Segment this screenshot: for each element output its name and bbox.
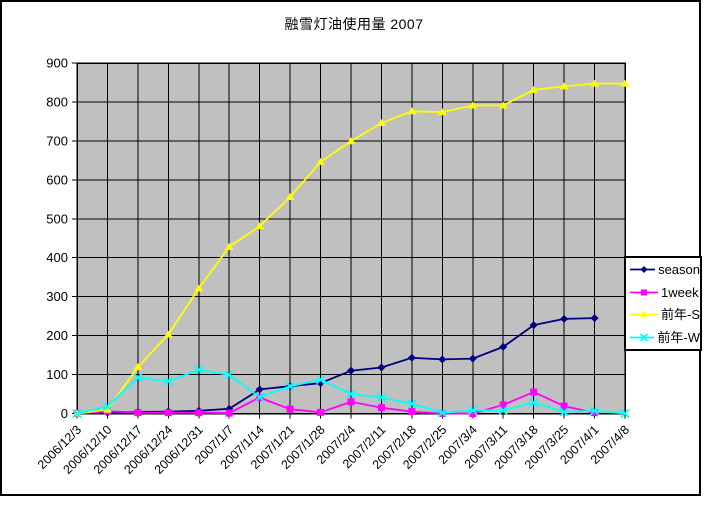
series-前年-W (72, 365, 630, 419)
x-marker (498, 405, 508, 416)
x-marker (133, 373, 143, 383)
square-marker (377, 404, 385, 412)
x-marker (529, 397, 539, 408)
legend-marker-triangle-icon (630, 311, 658, 318)
square-marker (195, 409, 203, 417)
legend-item-season: season (630, 263, 700, 276)
triangle-marker (407, 107, 417, 115)
diamond-marker (529, 321, 538, 330)
y-tick-label: 800 (46, 94, 68, 109)
legend-marker-x-icon (630, 333, 655, 342)
x-marker (285, 381, 295, 391)
diamond-marker (640, 265, 648, 273)
diamond-marker (407, 353, 416, 362)
y-axis-labels: 0 100 200 300 400 500 600 700 800 900 (46, 56, 68, 422)
legend-label: 1week (661, 284, 699, 300)
y-tick-label: 600 (46, 172, 68, 187)
triangle-marker (376, 118, 386, 126)
y-tick-label: 900 (46, 56, 68, 71)
x-marker (224, 370, 234, 380)
square-marker (164, 409, 172, 417)
diamond-marker (468, 354, 477, 363)
x-axis-labels: 2006/12/32006/12/102006/12/172006/12/242… (35, 423, 632, 477)
x-marker (255, 392, 265, 402)
triangle-marker (255, 222, 265, 230)
triangle-marker (640, 311, 648, 318)
triangle-marker (468, 101, 478, 109)
series-前年-S (72, 79, 630, 417)
triangle-marker (102, 405, 112, 413)
legend-label: 前年-S (660, 307, 700, 323)
triangle-marker (498, 101, 508, 109)
legend-label: 前年-W (657, 330, 700, 346)
y-tick-label: 500 (46, 211, 68, 226)
y-tick-label: 400 (46, 250, 68, 265)
square-marker (499, 401, 507, 409)
x-marker (376, 392, 387, 403)
x-marker (163, 376, 173, 386)
series-line (76, 317, 595, 415)
triangle-marker (163, 330, 173, 338)
square-marker (408, 408, 416, 416)
x-marker (407, 399, 417, 409)
square-marker (134, 409, 142, 417)
square-marker (347, 398, 355, 406)
square-marker (530, 388, 538, 396)
square-marker (225, 409, 233, 417)
y-tick-label: 200 (46, 328, 68, 343)
triangle-marker (316, 157, 326, 165)
triangle-marker (346, 137, 356, 145)
diamond-marker (438, 355, 447, 364)
x-marker (589, 406, 600, 416)
triangle-marker (133, 363, 143, 371)
x-marker (437, 408, 447, 418)
series-line (76, 391, 595, 415)
x-marker (559, 407, 569, 417)
x-marker (639, 333, 649, 342)
legend-item-前年-W: 前年-W (630, 331, 700, 344)
triangle-marker (437, 108, 447, 116)
diamond-marker (590, 314, 599, 323)
legend: season 1week 前年-S 前年-W (624, 256, 702, 351)
square-marker (641, 289, 647, 296)
square-marker (317, 408, 325, 416)
square-marker (469, 410, 477, 417)
triangle-marker (285, 192, 295, 200)
y-tick-label: 700 (46, 133, 68, 148)
triangle-marker (224, 242, 234, 250)
legend-item-前年-S: 前年-S (630, 308, 700, 321)
square-marker (560, 402, 568, 410)
x-marker (468, 405, 478, 416)
legend-item-1week: 1week (630, 286, 700, 299)
legend-label: season (658, 261, 700, 277)
triangle-marker (620, 79, 630, 87)
triangle-marker (559, 82, 569, 90)
diamond-marker (499, 342, 508, 351)
diamond-marker (255, 385, 264, 394)
x-marker (620, 408, 630, 419)
x-marker (194, 365, 204, 375)
legend-marker-square-icon (630, 289, 658, 296)
triangle-marker (529, 85, 539, 93)
y-tick-label: 0 (61, 406, 68, 421)
triangle-marker (590, 79, 600, 87)
diamond-marker (347, 366, 355, 375)
square-marker (286, 405, 294, 413)
diamond-marker (560, 314, 569, 323)
legend-marker-diamond-icon (630, 265, 656, 273)
chart-title: 融雪灯油使用量 2007 (284, 16, 424, 32)
x-marker (315, 374, 326, 385)
x-marker (102, 401, 113, 412)
square-marker (591, 409, 599, 417)
x-marker (346, 389, 356, 399)
triangle-marker (194, 284, 204, 292)
x-marker (72, 408, 82, 419)
y-tick-label: 100 (46, 367, 68, 382)
y-tick-label: 300 (46, 289, 68, 304)
diamond-marker (377, 363, 386, 372)
